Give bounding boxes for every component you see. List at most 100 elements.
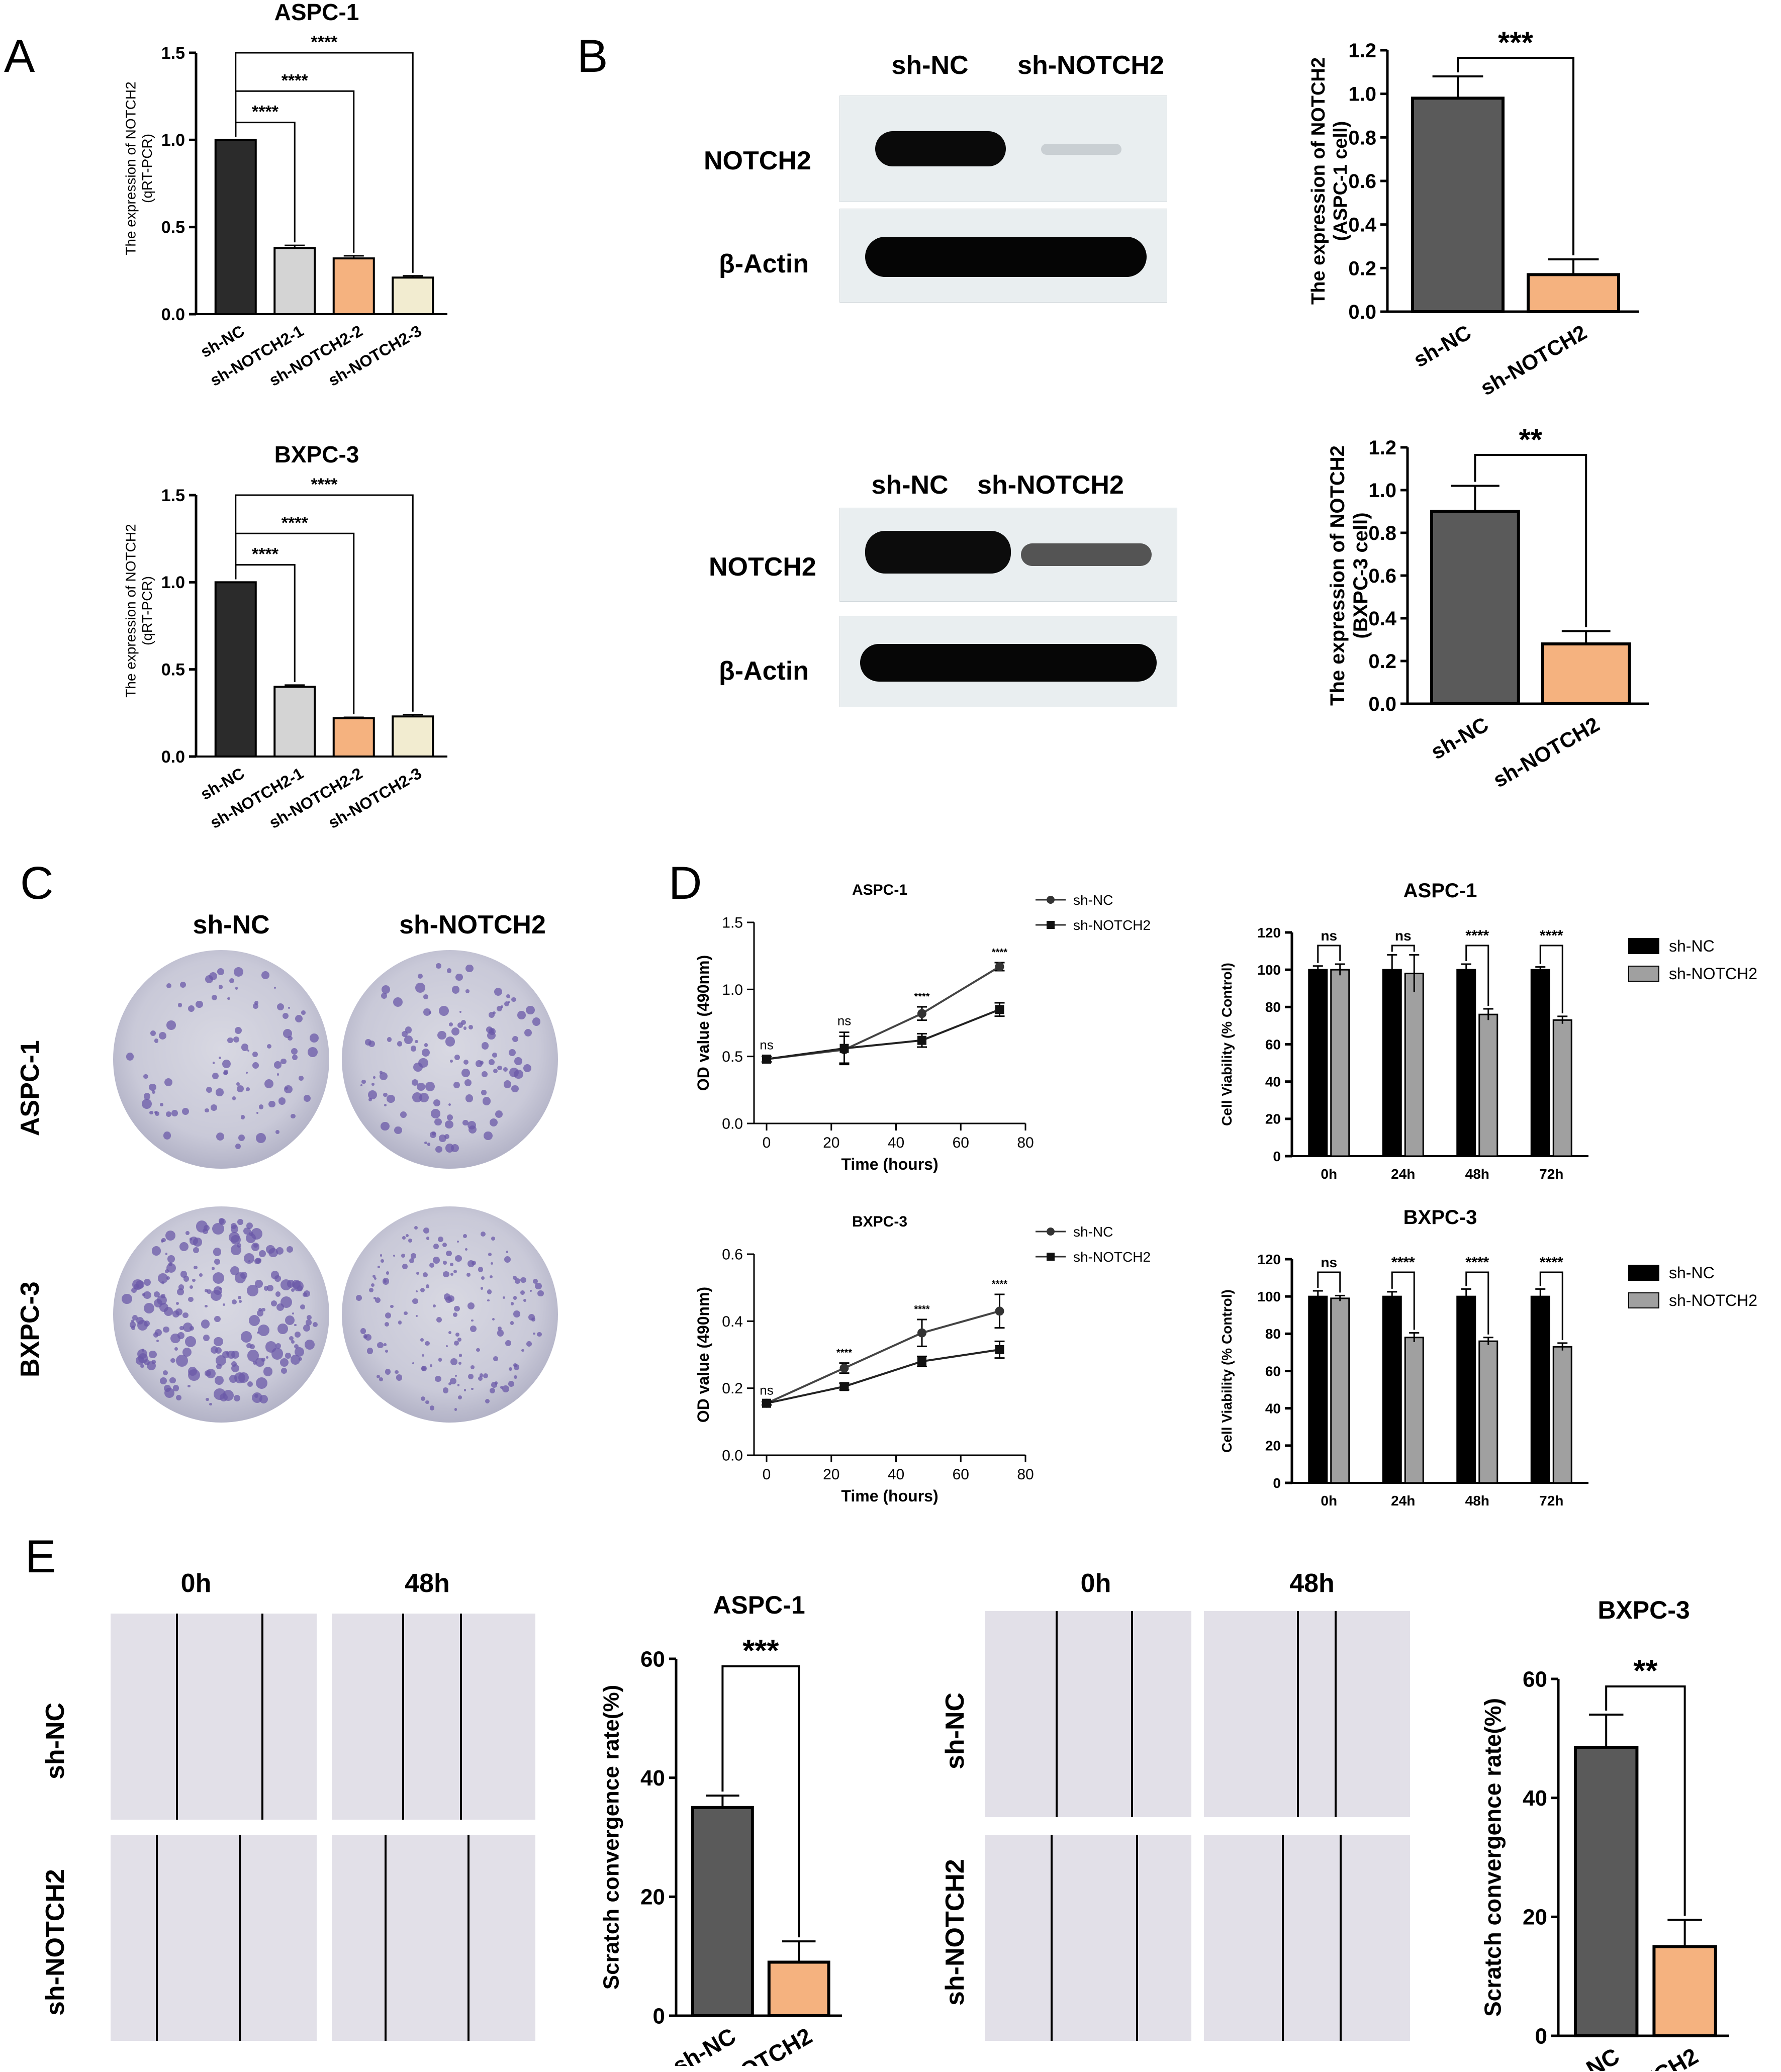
colony [176,1301,179,1305]
sig-label: ns [837,1013,851,1028]
legend-label: sh-NC [1073,892,1113,908]
x-tick-label: sh-NC [1410,320,1475,372]
colony [364,1334,371,1341]
colony [181,1108,189,1115]
legend-label: sh-NOTCH2 [1073,917,1151,933]
colony [373,1277,377,1280]
y-tick-label: 120 [1257,1252,1281,1267]
colony [490,1387,496,1393]
x-tick-label: 24h [1391,1166,1415,1182]
chart-title: BXPC-3 [852,1213,907,1230]
colony [235,986,238,990]
x-axis-label: Time (hours) [841,1487,938,1505]
colony [463,1059,468,1065]
legend-label: sh-NC [1073,1224,1113,1240]
y-tick-label: 20 [640,1885,665,1910]
colony [223,1070,229,1075]
colony [457,1338,461,1342]
colony [215,1347,222,1354]
colony [237,1219,243,1225]
colony [402,1236,406,1240]
colony [422,1272,428,1278]
colony [529,1289,532,1292]
colony [306,1314,312,1321]
colony [215,1375,224,1385]
colony [276,1073,279,1076]
y-tick-label: 0 [1535,2024,1547,2048]
colony [511,997,516,1002]
sig-bracket-label: **** [311,475,338,494]
scratch-image [111,1835,317,2041]
colony [234,1027,242,1034]
colony [243,1253,254,1264]
colony [255,1133,266,1143]
colony [216,1363,222,1370]
colony [390,1304,394,1308]
colony [448,1103,451,1106]
colony [377,1342,384,1349]
colony [462,1234,467,1238]
colony [238,1135,245,1142]
bar [273,686,316,758]
bar [1478,1340,1498,1484]
data-point [917,1035,926,1045]
panel-label-d: D [669,858,702,909]
bar [214,139,257,315]
colony [502,1296,506,1299]
y-tick-label: 0.8 [1368,522,1396,544]
colony [174,1347,178,1351]
colony [261,971,269,979]
colony [405,1234,409,1238]
scratch-line [402,1614,404,1820]
colony [455,973,463,981]
colony [398,1321,402,1325]
colony [299,1076,304,1081]
colony [233,1036,239,1043]
bar [1527,273,1620,313]
y-axis-label: OD value (490nm) [694,955,712,1091]
colony [511,1085,519,1093]
y-tick-label: 0.0 [161,305,185,324]
colony [161,1281,164,1284]
colony [254,1258,260,1265]
colony [464,1079,472,1086]
legend-label: sh-NC [1669,1264,1715,1282]
colony [180,1271,188,1278]
bar [1652,1945,1717,2037]
colony [379,1072,388,1081]
bar [1308,969,1328,1157]
colony [447,1114,453,1121]
scratch-left-row-1: sh-NC [41,1702,70,1779]
colony [384,1343,387,1346]
colony [216,1133,224,1141]
colony [199,1273,203,1277]
colony [493,1069,498,1073]
scratch-left-col-1: 0h [180,1569,212,1598]
colony [132,1314,138,1321]
colony [212,1072,219,1080]
colony [361,1079,366,1084]
bar [1530,969,1550,1157]
colony [288,1007,291,1009]
colony [285,1086,289,1090]
colony [480,1287,484,1290]
colony [424,1043,428,1047]
x-tick-label: 0 [763,1466,771,1483]
colony [517,1011,526,1019]
x-tick-label: 24h [1391,1493,1415,1509]
colony [405,1026,412,1033]
colony [481,1232,486,1237]
colony [471,1387,474,1390]
colony [508,1001,511,1004]
colony [450,1263,453,1266]
bar [1430,510,1520,705]
colony [435,963,441,969]
colony [374,1297,381,1303]
colony [164,1269,169,1274]
colony [170,1333,180,1343]
colony [201,1320,210,1329]
scratch-line [1136,1835,1138,2041]
colony [491,1236,496,1241]
colony [471,1261,477,1266]
x-tick-label: 80 [1017,1466,1034,1483]
